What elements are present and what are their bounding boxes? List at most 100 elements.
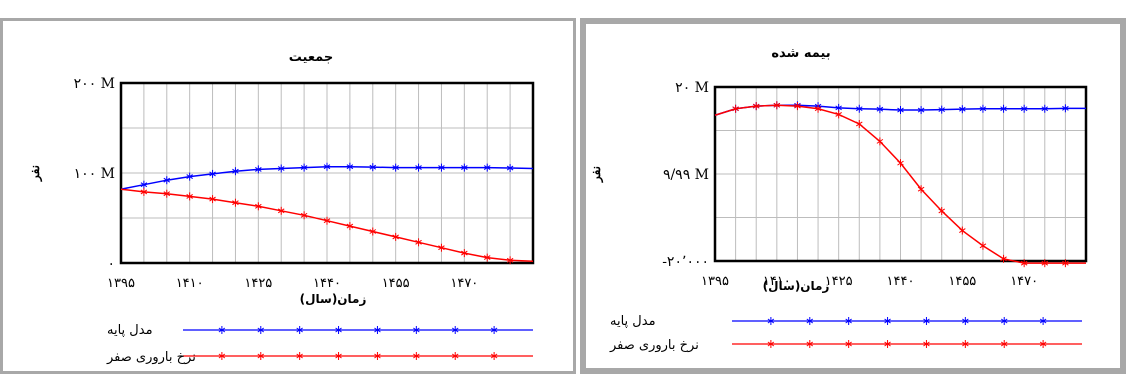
data-point [773, 101, 781, 110]
data-point [483, 163, 491, 172]
data-point [186, 172, 193, 181]
data-point [277, 206, 285, 215]
data-point [835, 110, 842, 119]
insured-chart: ۱۳۹۵ ۱۴۱۰ ۱۴۲۵ ۱۴۴۰ ۱۴۵۵ ۱۴۷۰ -۲۰٬۰۰۰ ۹/۹۹ M ۲۰ … [589, 80, 1088, 348]
data-point [856, 119, 863, 128]
data-point [752, 102, 760, 111]
data-point [218, 352, 226, 360]
x-axis-title: (سال)زمان [299, 292, 367, 306]
data-point [938, 206, 945, 215]
data-point [962, 340, 969, 348]
data-point [1000, 254, 1007, 263]
data-point [490, 352, 498, 360]
legend-label-zero-fertility: نرخ باروری صفر [610, 338, 699, 353]
data-point [979, 241, 987, 250]
data-point [1041, 104, 1049, 113]
data-point [255, 202, 262, 211]
data-point [767, 317, 775, 325]
data-point [415, 238, 422, 247]
data-point [461, 163, 468, 172]
y-unit-label: نفر [589, 166, 604, 183]
data-point [794, 102, 801, 111]
data-point [323, 216, 331, 225]
data-point [186, 192, 193, 201]
data-point [257, 326, 265, 334]
data-point [962, 317, 969, 325]
x-tick-label: ۱۴۵۵ [382, 276, 410, 291]
x-axis-title: (سال)زمان [762, 279, 830, 293]
data-point [1062, 104, 1069, 113]
legend-label-zero-fertility: نرخ باروری صفر [107, 350, 196, 365]
chart-title: جمعیت [288, 50, 334, 65]
data-point [392, 163, 399, 172]
data-point [483, 253, 491, 262]
data-point [876, 105, 884, 114]
data-point [1039, 340, 1047, 348]
data-point [1020, 104, 1028, 113]
x-tick-label: ۱۳۹۵ [701, 274, 729, 289]
data-point [1041, 259, 1049, 268]
plot-frame [119, 81, 535, 265]
y-tick-label: ۲۰ M [675, 80, 709, 96]
data-point [140, 180, 148, 189]
data-point [1000, 104, 1007, 113]
data-point [163, 189, 171, 198]
data-point [451, 326, 459, 334]
data-point [257, 352, 265, 360]
x-tick-label: ۱۴۷۰ [450, 276, 478, 291]
y-tick-label: ۱۰۰ M [74, 166, 115, 182]
data-point [209, 169, 216, 178]
data-point [814, 104, 822, 113]
legend-label-base: مدل پایه [610, 314, 656, 329]
data-point [296, 352, 303, 360]
data-point [876, 137, 884, 146]
chart-title: بیمه شده [771, 46, 831, 61]
x-tick-label: ۱۴۵۵ [948, 274, 976, 289]
data-point [232, 167, 239, 176]
x-tick-label: ۱۳۹۵ [107, 276, 135, 291]
data-point [917, 185, 925, 194]
data-point [335, 352, 342, 360]
data-point [323, 162, 331, 171]
data-point [451, 352, 459, 360]
data-point [959, 226, 966, 235]
data-point [923, 340, 930, 348]
data-point [296, 326, 303, 334]
data-point [845, 340, 852, 348]
chart-panel-insured: بیمه شده ۱۳۹۵ ۱۴۱۰ ۱۴۲۵ ۱۴۴۰ ۱۴۵۵ ۱۴۷۰ -۲۰٬۰۰۰… [580, 18, 1126, 374]
data-point [369, 163, 377, 172]
data-point [300, 163, 308, 172]
data-point [938, 105, 945, 114]
data-point [255, 165, 262, 174]
data-point [438, 163, 445, 172]
data-point [884, 317, 891, 325]
data-point [884, 340, 891, 348]
data-point [374, 326, 381, 334]
data-point [923, 317, 930, 325]
y-tick-label: -۲۰٬۰۰۰ [662, 254, 709, 270]
chart-panel-population: جمعیت ۱۳۹۵ ۱۴۱۰ ۱۴۲۵ ۱۴۴۰ ۱۴۵۵ ۱۴۷۰ ۰ ۱۰۰ M ۲۰۰ … [0, 18, 576, 374]
x-tick-label: ۱۴۱۰ [763, 274, 791, 289]
x-tick-label: ۱۴۲۵ [825, 274, 853, 289]
data-point [897, 159, 904, 168]
data-point [374, 352, 381, 360]
legend-label-base: مدل پایه [107, 323, 153, 338]
data-point [490, 326, 498, 334]
data-point [413, 352, 420, 360]
data-point [1062, 259, 1069, 268]
data-point [767, 340, 775, 348]
data-point [209, 195, 216, 204]
data-point [917, 106, 925, 115]
data-point [218, 326, 226, 334]
data-point [277, 164, 285, 173]
x-tick-label: ۱۴۷۰ [1010, 274, 1038, 289]
data-point [806, 317, 814, 325]
data-point [232, 198, 239, 207]
data-point [335, 326, 342, 334]
data-point [1000, 317, 1008, 325]
data-point [140, 187, 148, 196]
y-tick-label: ۲۰۰ M [74, 76, 115, 92]
data-point [806, 340, 814, 348]
data-point [415, 163, 422, 172]
data-point [369, 227, 377, 236]
